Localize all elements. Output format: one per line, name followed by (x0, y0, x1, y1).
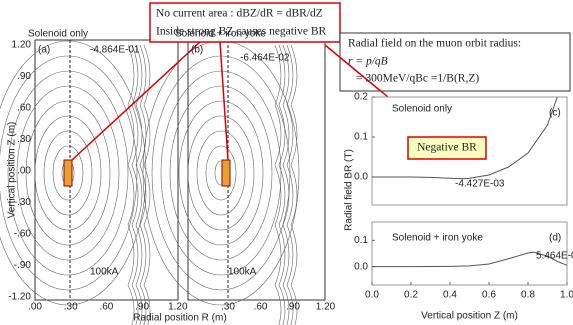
y-tick-label: 0.0 (354, 261, 368, 272)
contour (290, 44, 298, 325)
tag: (b) (191, 45, 203, 56)
y-tick-label: 0.2 (354, 92, 368, 103)
current-label: 100kA (228, 267, 257, 278)
y-axis-label: Radial field BR (T) (344, 149, 355, 231)
contour (205, 145, 237, 201)
arrow (219, 41, 229, 161)
x-tick-label: .30 (64, 302, 78, 313)
contour (160, 70, 282, 276)
panel-title: Solenoid + iron yoke (175, 29, 266, 40)
contour (143, 44, 151, 325)
y-tick-label: -1.20 (8, 292, 31, 303)
x-tick-label: 0.8 (521, 290, 535, 301)
note: -4.864E-01 (90, 45, 140, 56)
y-tick-label: 0.1 (354, 235, 368, 246)
contour (278, 44, 286, 325)
panel-b-frame (187, 39, 326, 301)
callout-box (407, 136, 487, 160)
x-tick-label: 0.6 (482, 290, 496, 301)
x-tick-label: 0.2 (404, 290, 418, 301)
contour (16, 85, 120, 261)
contour (169, 85, 273, 261)
x-tick-label: 0.0 (365, 290, 379, 301)
coil (221, 159, 231, 187)
y-tick-label: -.30 (14, 197, 32, 208)
x-tick-label: 1.20 (168, 302, 188, 313)
x-tick-label: .90 (286, 302, 300, 313)
y-tick-label: 1.20 (12, 40, 32, 51)
x-tick-label: .90 (135, 302, 149, 313)
contour (25, 100, 111, 246)
x-tick-label: 1.0 (560, 290, 573, 301)
line (372, 251, 568, 268)
y-tick-label: -.60 (14, 229, 32, 240)
tag: (a) (38, 45, 50, 56)
callout-text: No current area : dBZ/dR = dBR/dZ (156, 8, 323, 20)
tag: (c) (549, 108, 561, 119)
annotation: Solenoid + iron yoke (392, 233, 483, 244)
y-tick-label: .00 (17, 166, 31, 177)
y-tick-label: .60 (17, 103, 31, 114)
formula-box (339, 32, 571, 92)
annotation: Solenoid only (392, 104, 452, 115)
value-note: -4.427E-03 (455, 179, 505, 190)
contour (282, 44, 290, 325)
contour (187, 115, 255, 231)
contour (196, 130, 246, 216)
contour (274, 44, 282, 325)
contour (178, 100, 264, 246)
contour (139, 44, 147, 325)
line (372, 96, 558, 180)
current-label: 100kA (90, 267, 119, 278)
coil (63, 159, 73, 187)
contour (34, 115, 102, 231)
y-axis-label: Vertical position Z (m) (7, 122, 18, 219)
contour (131, 44, 139, 325)
x-tick-label: 0.4 (443, 290, 457, 301)
y-tick-label: 0.0 (354, 172, 368, 183)
panel-title: Solenoid only (28, 29, 88, 40)
value-note: 5.464E-02 (536, 251, 573, 262)
contour (127, 44, 135, 325)
callout-text: Inside strong BZ causes negative BR (156, 26, 327, 38)
formula: Radial field on the muon orbit radius: (348, 38, 521, 50)
y-tick-label: .30 (17, 134, 31, 145)
x-axis-label: Vertical position Z (m) (421, 311, 518, 322)
arrow (71, 41, 201, 161)
formula: r = p/qB (348, 56, 388, 68)
callout: Negative BR (417, 142, 477, 154)
contour (7, 70, 129, 276)
contour (0, 40, 147, 306)
x-tick-label: .60 (254, 302, 268, 313)
contour (43, 130, 93, 216)
y-tick-label: 0.1 (354, 132, 368, 143)
x-tick-label: .60 (99, 302, 113, 313)
contour (286, 44, 294, 325)
contour (0, 55, 138, 291)
y-tick-label: .90 (17, 71, 31, 82)
formula: = 300MeV/qBc =1/B(R,Z) (356, 73, 479, 85)
panel-a-frame (34, 39, 179, 301)
x-axis-label: Radial position R (m) (133, 313, 226, 324)
tag: (d) (549, 233, 561, 244)
y-tick-label: -.90 (14, 260, 32, 271)
x-tick-label: 1.20 (316, 302, 336, 313)
plot-frame (371, 221, 568, 286)
x-tick-label: .00 (28, 302, 42, 313)
note: -6.464E-02 (240, 53, 290, 64)
contour (52, 145, 84, 201)
x-tick-label: .30 (221, 302, 235, 313)
callout-box (149, 2, 341, 43)
